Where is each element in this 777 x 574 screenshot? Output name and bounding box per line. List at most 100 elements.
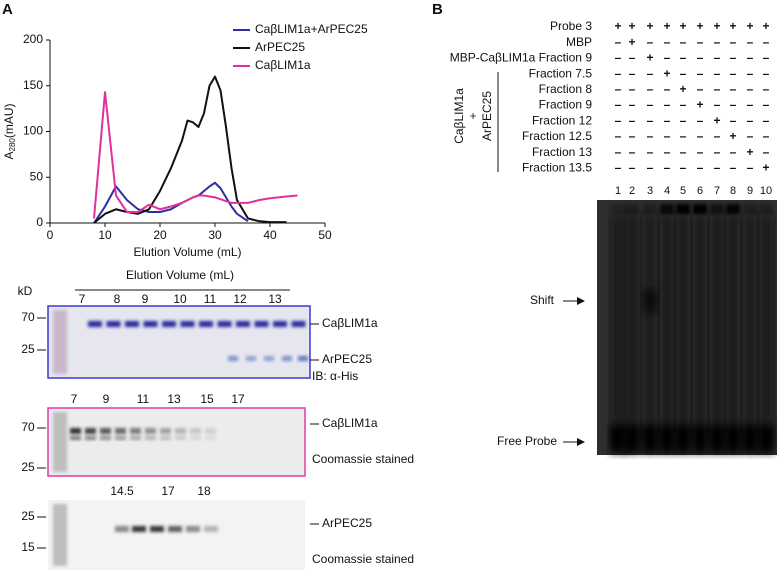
group-label: ArPEC25 bbox=[480, 91, 494, 141]
band bbox=[228, 356, 238, 361]
band bbox=[282, 356, 292, 361]
cell: + bbox=[663, 66, 670, 80]
cell: – bbox=[664, 145, 671, 159]
free-probe bbox=[675, 425, 691, 453]
cell: – bbox=[730, 113, 737, 127]
x-tick-label: 10 bbox=[98, 228, 112, 242]
band-label: CaβLIM1a bbox=[322, 316, 378, 330]
band bbox=[145, 428, 156, 434]
lane-label: 7 bbox=[71, 392, 78, 406]
cell: – bbox=[747, 66, 754, 80]
lane-smear bbox=[726, 215, 740, 440]
panel-label: A bbox=[2, 1, 13, 18]
free-probe bbox=[659, 425, 675, 453]
ladder bbox=[53, 504, 67, 566]
lane-number: 1 bbox=[615, 185, 621, 197]
cell: – bbox=[629, 145, 636, 159]
cell: – bbox=[647, 82, 654, 96]
cell: – bbox=[629, 113, 636, 127]
row-label: Fraction 13.5 bbox=[522, 160, 592, 174]
band bbox=[70, 428, 81, 434]
cell: – bbox=[697, 51, 704, 65]
band bbox=[190, 436, 201, 440]
lane-label: 10 bbox=[173, 292, 187, 306]
cell: – bbox=[697, 35, 704, 49]
free-probe bbox=[610, 425, 626, 453]
blot-top-label: Elution Volume (mL) bbox=[126, 268, 234, 282]
band-label: Coomassie stained bbox=[312, 452, 414, 466]
lane-label: 9 bbox=[142, 292, 149, 306]
band-label: IB: α-His bbox=[312, 369, 358, 383]
lane-label: 13 bbox=[268, 292, 282, 306]
cell: + bbox=[663, 19, 670, 33]
cell: + bbox=[696, 19, 703, 33]
lane-smear bbox=[743, 215, 757, 440]
band bbox=[88, 321, 102, 327]
lane-label: 15 bbox=[200, 392, 214, 406]
band bbox=[143, 321, 158, 327]
blot-image bbox=[47, 407, 306, 477]
cell: – bbox=[629, 98, 636, 112]
free-probe bbox=[742, 425, 758, 453]
cell: – bbox=[647, 98, 654, 112]
band bbox=[132, 526, 146, 532]
blots: 7 8 9 10 11 12 13 70 25 CaβLIM1a ArPEC25 IB: α-His 7… bbox=[18, 268, 414, 570]
cell: – bbox=[647, 129, 654, 143]
band bbox=[115, 428, 126, 434]
band bbox=[236, 321, 250, 327]
band bbox=[162, 321, 176, 327]
lane-number: 7 bbox=[714, 185, 720, 197]
cell: – bbox=[680, 51, 687, 65]
cell: – bbox=[664, 113, 671, 127]
y-axis-label-part: (mAU) bbox=[2, 103, 16, 138]
y-tick-label: 150 bbox=[23, 78, 43, 92]
cell: + bbox=[628, 35, 635, 49]
well-band bbox=[643, 204, 657, 214]
cell: + bbox=[729, 129, 736, 143]
row-label: Fraction 9 bbox=[539, 98, 593, 112]
lane-number: 2 bbox=[629, 185, 635, 197]
cell: – bbox=[730, 145, 737, 159]
lane-label: 8 bbox=[114, 292, 121, 306]
free-probe bbox=[642, 425, 658, 453]
gel-label: Shift bbox=[530, 293, 555, 307]
y-tick-label: 100 bbox=[23, 124, 43, 138]
cell: – bbox=[680, 98, 687, 112]
y-tick-label: 200 bbox=[23, 32, 43, 46]
cell: – bbox=[680, 160, 687, 174]
band bbox=[186, 526, 200, 532]
band bbox=[190, 428, 201, 434]
cell: – bbox=[763, 98, 770, 112]
panel-label: B bbox=[432, 1, 443, 18]
cell: – bbox=[615, 35, 622, 49]
blot-image bbox=[47, 305, 311, 379]
band bbox=[291, 321, 306, 327]
cell: – bbox=[647, 113, 654, 127]
blot-image bbox=[48, 500, 305, 570]
band bbox=[100, 436, 111, 440]
ladder bbox=[53, 310, 67, 374]
band bbox=[125, 321, 139, 327]
cell: – bbox=[664, 51, 671, 65]
cell: – bbox=[697, 129, 704, 143]
cell: – bbox=[747, 98, 754, 112]
cell: – bbox=[714, 129, 721, 143]
y-tick-label: 0 bbox=[36, 215, 43, 229]
well-band bbox=[759, 204, 773, 214]
free-probe bbox=[725, 425, 741, 453]
band bbox=[204, 526, 218, 532]
band bbox=[160, 428, 171, 434]
cell: – bbox=[680, 113, 687, 127]
cell: + bbox=[646, 51, 653, 65]
cell: – bbox=[664, 98, 671, 112]
band bbox=[254, 321, 269, 327]
cell: – bbox=[664, 160, 671, 174]
band bbox=[217, 321, 232, 327]
cell: – bbox=[615, 145, 622, 159]
band bbox=[205, 436, 216, 440]
cell: – bbox=[730, 160, 737, 174]
lane-number: 10 bbox=[760, 185, 772, 197]
marker-label: 15 bbox=[21, 540, 35, 554]
gel-label: Free Probe bbox=[497, 434, 557, 448]
cell: + bbox=[679, 19, 686, 33]
